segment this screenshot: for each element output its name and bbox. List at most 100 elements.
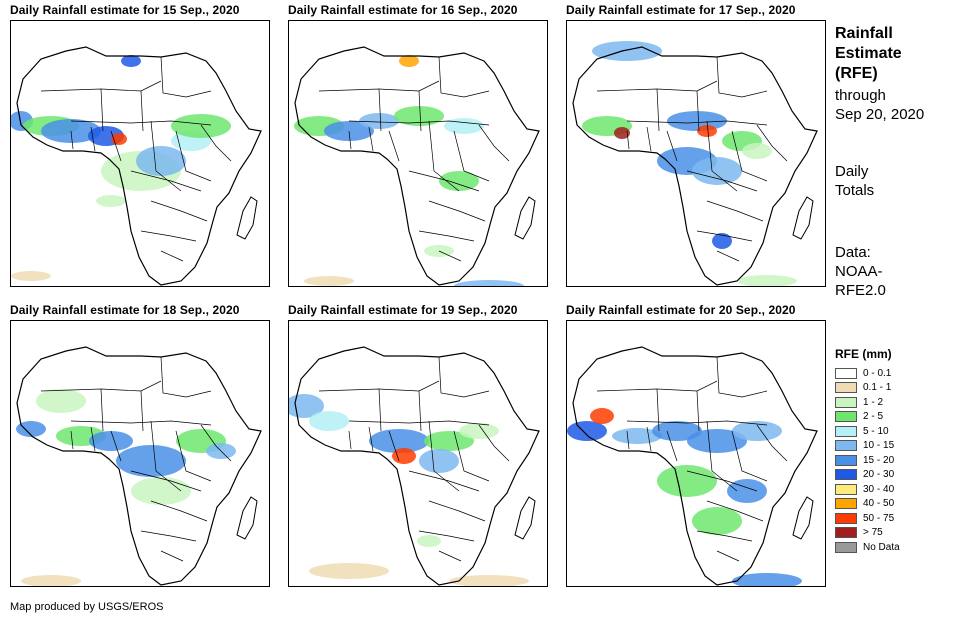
legend-label: 50 - 75 (863, 512, 895, 524)
country-border (70, 420, 212, 426)
legend-item: > 75 (835, 526, 883, 540)
country-border (368, 126, 374, 152)
legend-item: 30 - 40 (835, 482, 894, 496)
rainfall-area (399, 55, 419, 67)
country-border (150, 120, 182, 192)
legend-label: 30 - 40 (863, 483, 895, 495)
country-border (160, 550, 184, 562)
country-border (428, 200, 486, 222)
legend-swatch (835, 512, 857, 524)
rainfall-area (727, 479, 767, 503)
legend-label: 2 - 5 (863, 411, 884, 422)
country-border (90, 126, 96, 152)
rainfall-area (667, 111, 727, 131)
legend-label: 15 - 20 (863, 454, 895, 466)
coastline (294, 46, 540, 286)
coastline (572, 46, 818, 286)
coastline (294, 346, 540, 586)
country-border (716, 250, 740, 262)
panel-title: Daily Rainfall estimate for 19 Sep., 202… (288, 303, 518, 317)
madagascar-outline (514, 496, 536, 540)
country-border (418, 90, 422, 132)
legend-swatch (835, 454, 857, 466)
country-border (438, 550, 462, 562)
legend-swatch (835, 483, 857, 495)
country-border (626, 130, 630, 150)
country-border (741, 90, 768, 98)
rainfall-area (652, 421, 702, 441)
rainfall-area (697, 125, 717, 137)
legend-item: 40 - 50 (835, 497, 894, 511)
country-border (666, 430, 678, 462)
country-border (438, 356, 465, 398)
country-border (378, 380, 440, 392)
through-line: through (835, 87, 886, 104)
rainfall-area (392, 448, 416, 464)
rainfall-area (567, 421, 607, 441)
panel-title: Daily Rainfall estimate for 20 Sep., 202… (566, 303, 796, 317)
country-border (140, 90, 144, 132)
side-title-line: Rainfall (835, 25, 893, 42)
legend-swatch (835, 367, 857, 379)
rainfall-area (131, 477, 191, 505)
legend-swatch (835, 527, 857, 538)
country-border (686, 470, 758, 492)
data-source: Data: NOAA- RFE2.0 (835, 243, 886, 300)
country-border (706, 500, 764, 522)
rainfall-area (21, 575, 81, 586)
legend-item: 5 - 10 (835, 424, 889, 438)
data-line: RFE2.0 (835, 282, 886, 299)
rainfall-map (288, 320, 548, 587)
legend-item: 1 - 2 (835, 395, 883, 409)
country-border (185, 90, 212, 98)
rainfall-map (566, 320, 826, 587)
country-border (378, 80, 440, 92)
panel-title: Daily Rainfall estimate for 16 Sep., 202… (288, 3, 518, 17)
country-border (706, 120, 738, 192)
rainfall-area (417, 535, 441, 547)
country-border (626, 430, 630, 450)
rainfall-area (36, 389, 86, 413)
totals-line: Totals (835, 182, 875, 199)
side-title: Rainfall Estimate (RFE) (835, 24, 902, 84)
country-border (453, 430, 490, 482)
coastline (16, 346, 262, 586)
legend-label: > 75 (863, 527, 883, 538)
country-border (428, 120, 460, 192)
rainfall-area (171, 114, 231, 138)
country-border (160, 56, 187, 98)
legend-item: 0 - 0.1 (835, 366, 891, 380)
legend-swatch (835, 396, 857, 408)
rainfall-area (712, 233, 732, 249)
country-border (200, 124, 232, 162)
rainfall-map (10, 320, 270, 587)
rainfall-area (394, 106, 444, 126)
rainfall-area (96, 195, 126, 207)
rainfall-area (590, 408, 614, 424)
rainfall-map (566, 20, 826, 287)
rainfall-area (692, 507, 742, 535)
country-border (348, 130, 352, 150)
legend-item: 2 - 5 (835, 410, 883, 424)
rainfall-area (732, 421, 782, 441)
rainfall-area (309, 563, 389, 579)
country-border (741, 390, 768, 398)
legend-item: 0.1 - 1 (835, 381, 891, 395)
data-line: Data: (835, 244, 871, 261)
country-border (70, 130, 74, 150)
credit-text: Map produced by USGS/EROS (10, 601, 164, 613)
madagascar-outline (236, 196, 258, 240)
rainfall-area (369, 429, 429, 453)
legend-swatch (835, 382, 857, 393)
country-border (140, 530, 197, 542)
country-border (140, 390, 144, 432)
country-border (731, 430, 768, 482)
country-border (150, 420, 182, 492)
country-border (696, 530, 753, 542)
daily-totals: Daily Totals (835, 162, 874, 200)
country-border (110, 130, 122, 162)
legend-label: 1 - 2 (863, 396, 884, 408)
rainfall-area (657, 465, 717, 497)
legend-item: 15 - 20 (835, 453, 894, 467)
country-border (656, 380, 718, 392)
